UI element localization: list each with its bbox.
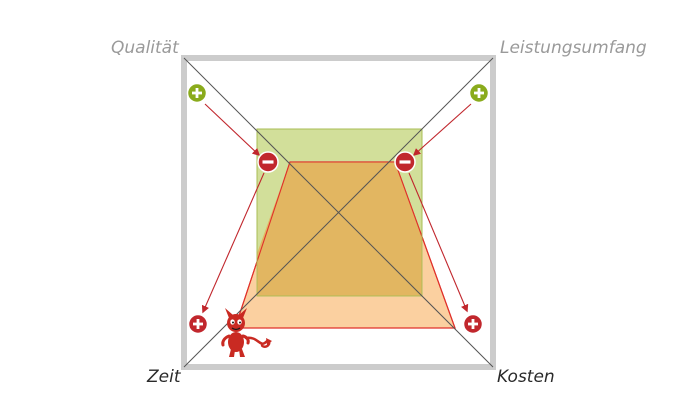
plus-icon bbox=[468, 82, 490, 104]
arrow-right-down bbox=[408, 172, 469, 313]
overlap-region bbox=[257, 162, 422, 296]
devil-icon bbox=[221, 308, 272, 357]
arrow-left-down bbox=[201, 172, 265, 314]
outer-frame bbox=[181, 55, 496, 370]
minus-icon bbox=[257, 151, 279, 173]
corner-label-quality: Qualität bbox=[111, 38, 179, 58]
minus-icon bbox=[394, 151, 416, 173]
plus-icon bbox=[462, 313, 484, 335]
corner-label-cost: Kosten bbox=[497, 367, 555, 387]
corner-label-time: Zeit bbox=[147, 367, 181, 387]
trapezoid-outline bbox=[234, 161, 456, 329]
square-outline bbox=[256, 128, 423, 297]
arrow-top-left bbox=[204, 103, 261, 157]
plus-icon bbox=[187, 313, 209, 335]
corner-label-scope: Leistungsumfang bbox=[500, 38, 647, 58]
arrow-top-right bbox=[412, 103, 472, 157]
plus-icon bbox=[186, 82, 208, 104]
